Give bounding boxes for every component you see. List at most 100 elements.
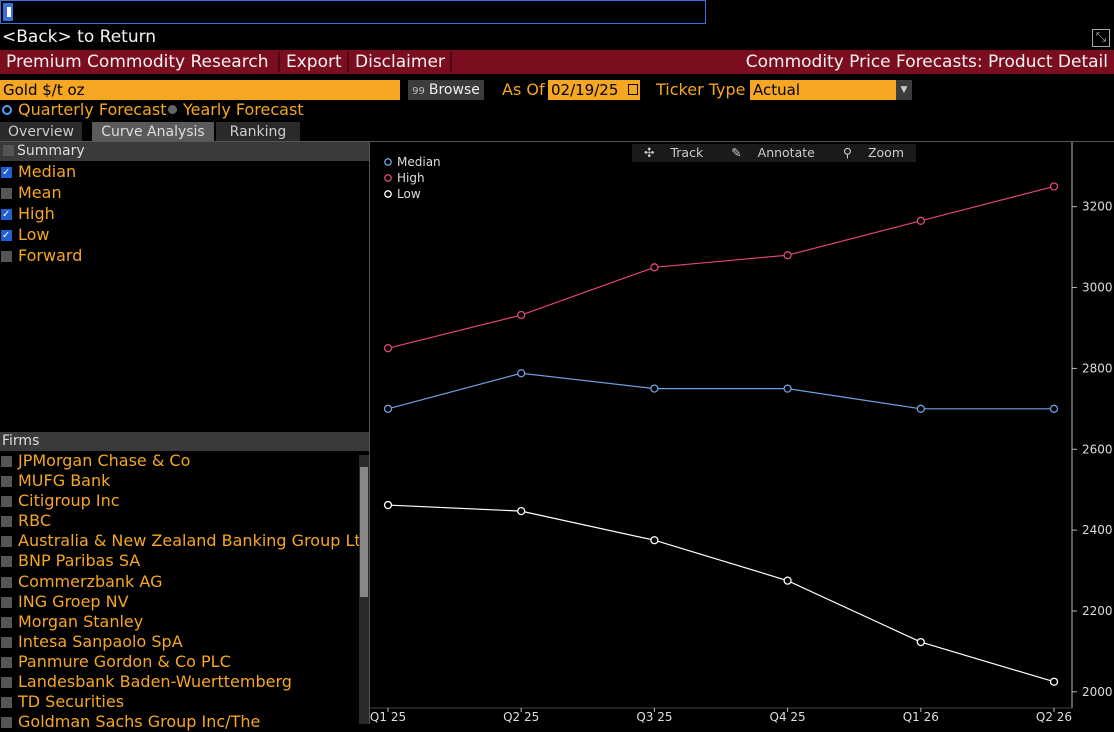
checkbox[interactable] bbox=[1, 188, 12, 199]
summary-item-median[interactable]: Median bbox=[0, 161, 369, 183]
checkbox[interactable] bbox=[1, 596, 12, 608]
firm-list-item[interactable]: Goldman Sachs Group Inc/The bbox=[0, 712, 359, 732]
legend-label: High bbox=[397, 171, 425, 185]
legend-marker bbox=[384, 190, 392, 198]
ticker-input[interactable]: Gold $/t oz bbox=[0, 80, 400, 100]
x-tick-label: Q1 25 bbox=[370, 710, 406, 724]
page-title: Commodity Price Forecasts: Product Detai… bbox=[745, 52, 1108, 72]
chevron-down-icon[interactable]: ▼ bbox=[896, 80, 912, 100]
summary-item-high[interactable]: High bbox=[0, 203, 369, 225]
track-button[interactable]: ✣ Track bbox=[632, 145, 715, 160]
checkbox[interactable] bbox=[1, 536, 12, 548]
firm-list-item[interactable]: TD Securities bbox=[0, 692, 359, 712]
radio-quarterly-forecast[interactable]: Quarterly Forecast bbox=[2, 100, 167, 120]
y-tick-label: 2800 bbox=[1082, 361, 1113, 375]
pencil-icon: ✎ bbox=[731, 145, 742, 160]
data-point-high bbox=[1049, 182, 1059, 191]
firm-list-item[interactable]: Landesbank Baden-Wuerttemberg bbox=[0, 672, 359, 692]
firm-name: Goldman Sachs Group Inc/The bbox=[18, 712, 261, 732]
tab-curve-analysis[interactable]: Curve Analysis bbox=[92, 122, 214, 142]
legend-marker bbox=[384, 158, 392, 166]
menu-export[interactable]: Export bbox=[286, 52, 342, 72]
menu-premium-research[interactable]: Premium Commodity Research bbox=[6, 52, 269, 72]
data-point-high bbox=[383, 344, 393, 353]
checkbox[interactable] bbox=[1, 476, 12, 488]
menu-divider bbox=[347, 52, 349, 72]
firm-list-item[interactable]: Intesa Sanpaolo SpA bbox=[0, 632, 359, 652]
y-tick-label: 3200 bbox=[1082, 200, 1113, 214]
summary-item-forward[interactable]: Forward bbox=[0, 245, 369, 266]
checkbox[interactable] bbox=[1, 697, 12, 709]
series-line-median bbox=[387, 372, 1054, 410]
checkbox[interactable] bbox=[1, 251, 12, 262]
annotate-button[interactable]: ✎ Annotate bbox=[719, 145, 827, 160]
firm-list-item[interactable]: JPMorgan Chase & Co bbox=[0, 451, 359, 471]
browse-icon: 99 bbox=[412, 86, 425, 97]
radio-selected-icon bbox=[2, 104, 12, 115]
firm-list-item[interactable]: Morgan Stanley bbox=[0, 612, 359, 632]
checkbox[interactable] bbox=[1, 636, 12, 648]
checkbox[interactable] bbox=[1, 225, 12, 246]
calendar-icon[interactable] bbox=[628, 84, 638, 95]
tab-ranking[interactable]: Ranking bbox=[216, 122, 300, 142]
summary-header: Summary bbox=[0, 142, 369, 161]
back-link[interactable]: <Back> to Return bbox=[2, 27, 156, 47]
checkbox[interactable] bbox=[1, 677, 12, 689]
firm-list-item[interactable]: Citigroup Inc bbox=[0, 491, 359, 511]
summary-item-label: Forward bbox=[18, 246, 83, 265]
chart-toolbar: ✣ Track ✎ Annotate ⚲ Zoom bbox=[632, 144, 917, 162]
browse-button[interactable]: 99 Browse bbox=[408, 80, 484, 100]
command-line[interactable] bbox=[0, 0, 706, 24]
data-point-high bbox=[783, 251, 792, 260]
back-text: to Return bbox=[71, 27, 157, 47]
left-panel: Summary Median Mean High Low Forward Fir… bbox=[0, 142, 369, 731]
data-point-low bbox=[383, 500, 393, 510]
ticker-type-select[interactable]: Actual ▼ bbox=[750, 80, 912, 100]
checkbox[interactable] bbox=[1, 576, 12, 588]
firm-name: MUFG Bank bbox=[18, 471, 111, 491]
firm-name: Landesbank Baden-Wuerttemberg bbox=[18, 672, 292, 692]
checkbox[interactable] bbox=[1, 496, 12, 508]
menu-disclaimer[interactable]: Disclaimer bbox=[355, 52, 445, 72]
firm-name: BNP Paribas SA bbox=[18, 551, 141, 571]
firm-list-item[interactable]: ING Groep NV bbox=[0, 592, 359, 612]
ticker-type-label: Ticker Type bbox=[656, 80, 746, 99]
as-of-label: As Of bbox=[502, 80, 545, 99]
checkbox[interactable] bbox=[1, 717, 12, 729]
firm-list-item[interactable]: Commerzbank AG bbox=[0, 572, 359, 592]
zoom-label: Zoom bbox=[867, 145, 905, 160]
firm-list-item[interactable]: MUFG Bank bbox=[0, 471, 359, 491]
firm-list-item[interactable]: Panmure Gordon & Co PLC bbox=[0, 652, 359, 672]
radio-yearly-forecast[interactable]: Yearly Forecast bbox=[168, 100, 304, 120]
summary-item-label: Low bbox=[18, 225, 50, 244]
firm-list-item[interactable]: RBC bbox=[0, 511, 359, 531]
data-point-low bbox=[517, 506, 526, 516]
forecast-chart[interactable]: ✣ Track ✎ Annotate ⚲ Zoom 2000 2200 2400 26… bbox=[370, 142, 1114, 724]
data-point-high bbox=[517, 310, 526, 320]
firm-list-item[interactable]: BNP Paribas SA bbox=[0, 551, 359, 571]
y-tick-label: 2000 bbox=[1082, 685, 1113, 699]
tab-overview[interactable]: Overview bbox=[0, 122, 82, 142]
legend-label: Low bbox=[397, 187, 421, 201]
firm-list-item[interactable]: Australia & New Zealand Banking Group Lt… bbox=[0, 531, 359, 551]
zoom-button[interactable]: ⚲ Zoom bbox=[831, 145, 916, 160]
checkbox[interactable] bbox=[1, 162, 12, 183]
panel-splitter[interactable] bbox=[369, 142, 370, 724]
checkbox[interactable] bbox=[1, 516, 12, 528]
checkbox[interactable] bbox=[1, 616, 12, 628]
data-point-median bbox=[783, 384, 792, 393]
collapse-icon[interactable] bbox=[3, 145, 14, 156]
firms-scrollbar[interactable] bbox=[359, 455, 369, 724]
scrollbar-thumb[interactable] bbox=[360, 467, 368, 597]
summary-item-mean[interactable]: Mean bbox=[0, 182, 369, 203]
summary-item-low[interactable]: Low bbox=[0, 224, 369, 246]
summary-item-label: High bbox=[18, 204, 55, 223]
checkbox[interactable] bbox=[1, 456, 12, 467]
checkbox[interactable] bbox=[1, 556, 12, 568]
as-of-date-field[interactable]: 02/19/25 bbox=[548, 80, 640, 100]
checkbox[interactable] bbox=[1, 204, 12, 225]
x-tick-label: Q3 25 bbox=[636, 710, 672, 724]
close-icon[interactable]: ⤡ bbox=[1092, 29, 1110, 47]
menu-bar bbox=[0, 50, 1114, 74]
checkbox[interactable] bbox=[1, 656, 12, 668]
